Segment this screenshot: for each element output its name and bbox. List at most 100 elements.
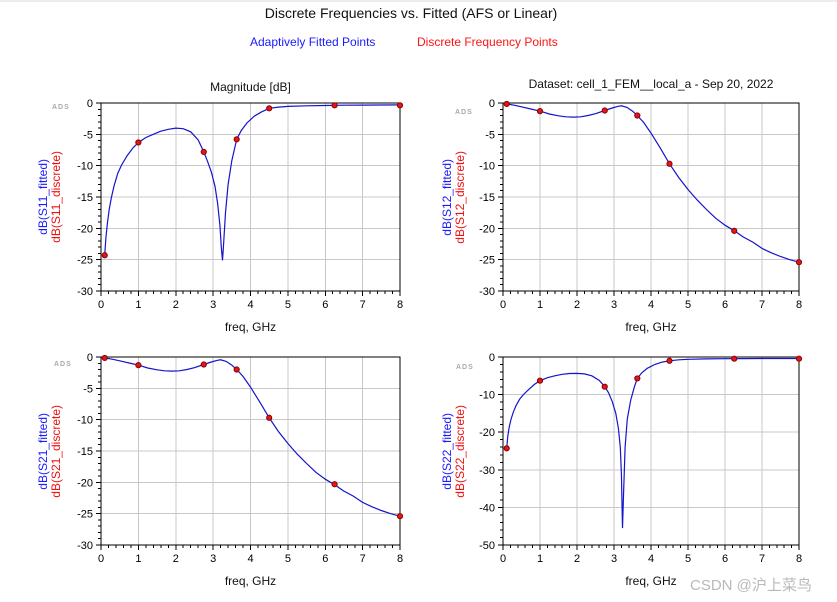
y-tick-label: -20 bbox=[479, 427, 495, 439]
x-tick-label: 5 bbox=[285, 299, 291, 311]
discrete-point bbox=[795, 355, 803, 362]
discrete-point bbox=[503, 100, 510, 108]
x-tick-label: 2 bbox=[574, 553, 580, 565]
plot-s12: 0 1 2 3 4 5 6 7 8 0 -5 -10 -15 -20 -25 -30 bbox=[479, 98, 803, 311]
plot-box bbox=[100, 356, 401, 546]
y-tick-label: 0 bbox=[489, 98, 495, 110]
x-tick-label: 2 bbox=[173, 299, 179, 311]
y-tick-label: -5 bbox=[485, 129, 495, 141]
y-tick-label: -25 bbox=[77, 255, 93, 267]
y-tick-label: 0 bbox=[87, 98, 93, 110]
discrete-point bbox=[396, 102, 404, 109]
discrete-point bbox=[666, 160, 673, 167]
x-tick-label: 3 bbox=[210, 299, 216, 311]
discrete-point bbox=[331, 481, 338, 488]
plot-s11: 0 1 2 3 4 5 6 7 8 0 -5 -10 -15 -20 -25 -30 bbox=[77, 98, 404, 311]
discrete-point bbox=[601, 383, 608, 390]
discrete-point bbox=[135, 362, 142, 369]
y-tick-label: -10 bbox=[77, 161, 93, 173]
y-axis-labels-s21: dB(S21_fitted) dB(S21_discrete) bbox=[36, 357, 64, 545]
y-tick-label: -20 bbox=[479, 223, 495, 235]
y-tick-label: -25 bbox=[77, 509, 93, 521]
x-tick-label: 7 bbox=[759, 553, 765, 565]
discrete-point bbox=[266, 414, 273, 421]
y-tick-label: 0 bbox=[489, 352, 495, 364]
x-tick-label: 0 bbox=[98, 553, 104, 565]
discrete-point bbox=[331, 102, 338, 109]
x-axis-label: freq, GHz bbox=[224, 574, 277, 588]
ads-logo: ADS bbox=[455, 109, 473, 116]
x-tick-label: 2 bbox=[173, 553, 179, 565]
y-tick-label: -20 bbox=[77, 477, 93, 489]
plot-box bbox=[502, 102, 800, 292]
y-tick-label: -5 bbox=[83, 383, 93, 395]
discrete-point bbox=[101, 252, 108, 259]
discrete-point bbox=[634, 375, 641, 382]
plot-box bbox=[502, 356, 800, 546]
plot-box bbox=[100, 102, 401, 292]
ads-logo: ADS bbox=[456, 364, 474, 371]
window-top-border bbox=[0, 0, 837, 2]
x-axis-label: freq, GHz bbox=[625, 574, 677, 588]
x-tick-label: 4 bbox=[648, 299, 654, 311]
x-axis-label: freq, GHz bbox=[625, 320, 677, 334]
discrete-point bbox=[731, 355, 738, 362]
x-tick-label: 2 bbox=[574, 299, 580, 311]
y-tick-label: -40 bbox=[479, 502, 495, 514]
discrete-point bbox=[536, 377, 544, 384]
y-tick-label: -20 bbox=[77, 223, 93, 235]
y-axis-labels-s11: dB(S11_fitted) dB(S11_discrete) bbox=[36, 103, 64, 291]
csdn-watermark: CSDN @沪上菜鸟 bbox=[690, 577, 812, 594]
y-tick-label: -15 bbox=[77, 446, 93, 458]
x-tick-label: 5 bbox=[285, 553, 291, 565]
x-tick-label: 8 bbox=[796, 299, 802, 311]
discrete-point bbox=[666, 357, 673, 364]
x-tick-label: 5 bbox=[685, 299, 691, 311]
y-tick-label: -10 bbox=[479, 161, 495, 173]
y-tick-label: -5 bbox=[83, 129, 93, 141]
y-tick-label: -10 bbox=[479, 390, 495, 402]
discrete-point bbox=[233, 136, 240, 143]
discrete-point bbox=[536, 108, 544, 115]
y-axis-label-discrete: dB(S22_discrete) bbox=[453, 404, 467, 498]
ads-logo: ADS bbox=[54, 361, 72, 368]
discrete-point bbox=[200, 361, 207, 368]
x-tick-label: 6 bbox=[722, 299, 728, 311]
y-tick-label: -15 bbox=[77, 192, 93, 204]
legend-item-fitted: Adaptively Fitted Points bbox=[250, 35, 376, 49]
y-tick-label: -50 bbox=[479, 540, 495, 552]
x-tick-label: 0 bbox=[98, 299, 104, 311]
x-tick-label: 8 bbox=[397, 299, 403, 311]
discrete-point bbox=[503, 445, 510, 452]
x-tick-label: 4 bbox=[247, 553, 253, 565]
y-tick-label: -10 bbox=[77, 415, 93, 427]
discrete-point bbox=[731, 227, 738, 234]
x-tick-label: 6 bbox=[322, 299, 328, 311]
fitted-curve bbox=[104, 357, 401, 517]
x-tick-label: 7 bbox=[759, 299, 765, 311]
y-tick-label: 0 bbox=[87, 352, 93, 364]
page-title: Discrete Frequencies vs. Fitted (AFS or … bbox=[264, 5, 558, 21]
x-tick-label: 0 bbox=[500, 299, 506, 311]
fitted-curve bbox=[104, 104, 401, 261]
x-tick-label: 4 bbox=[247, 299, 253, 311]
plot-s22: 0 1 2 3 4 5 6 7 8 0 -10 -20 -30 -40 -50 bbox=[479, 352, 803, 565]
panel-title-dataset: Dataset: cell_1_FEM__local_a - Sep 20, 2… bbox=[528, 77, 774, 91]
y-tick-label: -30 bbox=[479, 465, 495, 477]
legend-item-discrete: Discrete Frequency Points bbox=[417, 35, 558, 49]
x-tick-label: 0 bbox=[500, 553, 506, 565]
discrete-point bbox=[266, 105, 273, 112]
x-tick-label: 8 bbox=[397, 553, 403, 565]
y-tick-label: -15 bbox=[479, 192, 495, 204]
ads-logo: ADS bbox=[52, 104, 70, 111]
discrete-point bbox=[396, 513, 404, 520]
discrete-point bbox=[634, 112, 641, 119]
fitted-curve bbox=[506, 357, 799, 529]
x-tick-label: 7 bbox=[360, 553, 366, 565]
x-tick-label: 6 bbox=[722, 553, 728, 565]
x-tick-label: 4 bbox=[648, 553, 654, 565]
y-tick-label: -30 bbox=[77, 540, 93, 552]
x-tick-label: 1 bbox=[537, 553, 543, 565]
x-tick-label: 5 bbox=[685, 553, 691, 565]
